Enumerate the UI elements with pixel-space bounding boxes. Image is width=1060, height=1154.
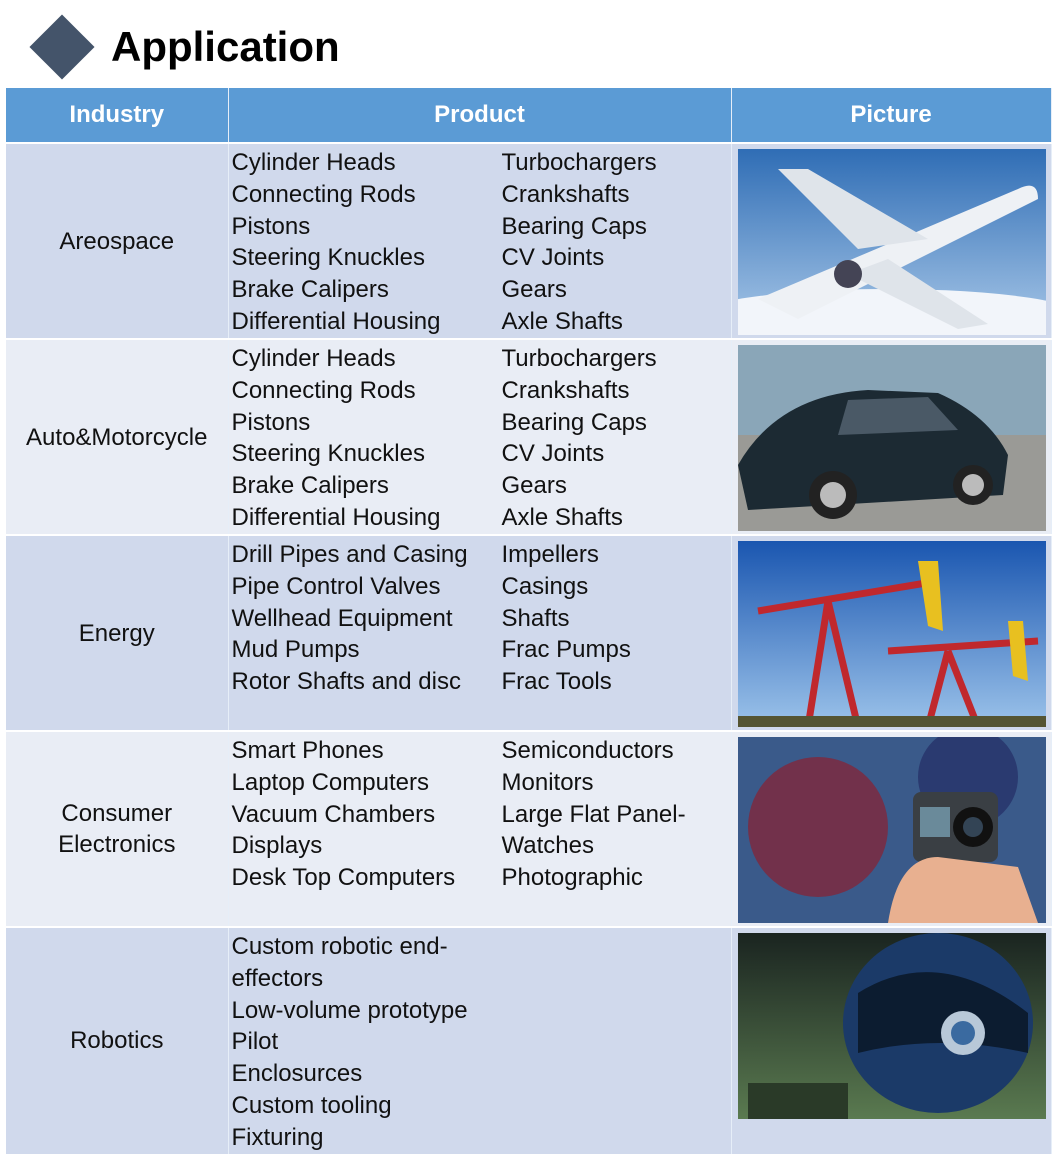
product-item: Pipe Control Valves xyxy=(231,572,441,600)
product-cell: Cylinder Heads Connecting Rods Pistons Stee… xyxy=(228,338,732,535)
product-item: CV Joints xyxy=(501,244,605,272)
product-list-left: Smart Phones Laptop Computers Vacuum Chamb… xyxy=(232,735,502,894)
product-item: Monitors xyxy=(501,768,594,796)
header-picture: Picture xyxy=(731,88,1052,143)
product-cell: Cylinder Heads Connecting Rods Pistons Stee… xyxy=(228,142,732,339)
robot-helmet-photo xyxy=(737,933,1046,1119)
picture-cell xyxy=(731,534,1052,731)
page-title: Application xyxy=(111,23,340,70)
header-industry: Industry xyxy=(6,88,229,143)
product-cell: Custom robotic end-effectors Low-volume p… xyxy=(228,926,732,1154)
product-item: Turbochargers xyxy=(501,345,657,372)
product-item: Crankshafts xyxy=(501,376,630,404)
product-item: Watches xyxy=(501,832,594,860)
product-item: Shafts xyxy=(501,604,570,632)
industry-cell: Energy xyxy=(6,534,229,731)
industry-cell: Consumer Electronics xyxy=(6,730,229,927)
product-item: Drill Pipes and Casing xyxy=(231,541,468,568)
product-item: Enclosurces xyxy=(231,1060,363,1088)
product-cell: Smart Phones Laptop Computers Vacuum Chamb… xyxy=(228,730,732,927)
product-item: Low-volume prototype xyxy=(231,996,468,1024)
product-list-left: Cylinder Heads Connecting Rods Pistons Stee… xyxy=(232,343,502,534)
product-item: Laptop Computers xyxy=(231,768,429,796)
product-item: Fixturing xyxy=(231,1123,324,1151)
product-list-left: Cylinder Heads Connecting Rods Pistons Stee… xyxy=(232,147,502,338)
table-row: Robotics Custom robotic end-effectors Low… xyxy=(6,926,1052,1154)
product-item: Semiconductors xyxy=(501,737,674,764)
product-item: Differential Housing xyxy=(231,503,441,531)
picture-cell xyxy=(731,730,1052,927)
product-item: Frac Pumps xyxy=(501,636,631,664)
product-item: Turbochargers xyxy=(501,149,657,176)
product-item: CV Joints xyxy=(501,440,605,468)
picture-cell xyxy=(731,338,1052,535)
product-item: Vacuum Chambers xyxy=(231,800,436,828)
page-header: Application xyxy=(29,14,340,80)
table-row: Areospace Cylinder Heads Connecting Rods P… xyxy=(6,142,1052,339)
product-item: Connecting Rods xyxy=(231,180,416,208)
product-list-right: Impellers Casings Shafts Frac Pumps Frac Too… xyxy=(502,539,631,698)
product-cell: Drill Pipes and Casing Pipe Control Valve… xyxy=(228,534,732,731)
industry-cell: Robotics xyxy=(6,926,229,1154)
product-item: Rotor Shafts and disc xyxy=(231,668,461,696)
product-item: Crankshafts xyxy=(501,180,630,208)
oil-pump-photo xyxy=(737,541,1046,727)
product-item: Bearing Caps xyxy=(501,212,647,240)
header-product: Product xyxy=(228,88,732,143)
table-row: Consumer Electronics Smart Phones Laptop … xyxy=(6,730,1052,927)
product-list-right: Turbochargers Crankshafts Bearing Caps CV J… xyxy=(502,147,657,338)
product-item: Bearing Caps xyxy=(501,408,647,436)
product-item: Wellhead Equipment xyxy=(231,604,453,632)
product-list-right: Turbochargers Crankshafts Bearing Caps CV J… xyxy=(502,343,657,534)
action-camera-photo xyxy=(737,737,1046,923)
diamond-icon xyxy=(29,14,95,80)
product-item: Brake Calipers xyxy=(231,276,389,304)
product-item: Cylinder Heads xyxy=(231,345,396,372)
product-list-right: Semiconductors Monitors Large Flat Panel- W… xyxy=(502,735,686,894)
product-item: Frac Tools xyxy=(501,668,612,696)
product-item: Cylinder Heads xyxy=(231,149,396,176)
product-item: Casings xyxy=(501,572,589,600)
product-item: Smart Phones xyxy=(231,737,384,764)
product-item: Pistons xyxy=(231,408,311,436)
product-item: Connecting Rods xyxy=(231,376,416,404)
product-item: Photographic xyxy=(501,864,643,892)
product-item: Brake Calipers xyxy=(231,472,389,500)
product-item: Axle Shafts xyxy=(501,307,623,335)
product-item: Steering Knuckles xyxy=(231,244,425,272)
product-list-left: Custom robotic end-effectors Low-volume p… xyxy=(232,931,502,1154)
product-item: Axle Shafts xyxy=(501,503,623,531)
industry-cell: Auto&Motorcycle xyxy=(6,338,229,535)
picture-cell xyxy=(731,926,1052,1154)
product-item: Pistons xyxy=(231,212,311,240)
product-item: Custom robotic end-effectors xyxy=(231,933,448,992)
application-table: Industry Product Picture Areospace Cylin… xyxy=(6,88,1052,1154)
product-item: Mud Pumps xyxy=(231,636,360,664)
product-item: Gears xyxy=(501,472,567,500)
product-item: Displays xyxy=(231,832,323,860)
table-row: Energy Drill Pipes and Casing Pipe Contro… xyxy=(6,534,1052,731)
product-item: Impellers xyxy=(501,541,599,568)
airplane-photo xyxy=(737,149,1046,335)
table-row: Auto&Motorcycle Cylinder Heads Connecting… xyxy=(6,338,1052,535)
car-photo xyxy=(737,345,1046,531)
product-item: Large Flat Panel- xyxy=(501,800,686,828)
product-item: Custom tooling xyxy=(231,1091,392,1119)
product-item: Pilot xyxy=(231,1028,279,1056)
industry-cell: Areospace xyxy=(6,142,229,339)
product-item: Gears xyxy=(501,276,567,304)
picture-cell xyxy=(731,142,1052,339)
product-item: Steering Knuckles xyxy=(231,440,425,468)
product-item: Desk Top Computers xyxy=(231,864,456,892)
product-list-left: Drill Pipes and Casing Pipe Control Valve… xyxy=(232,539,502,698)
product-item: Differential Housing xyxy=(231,307,441,335)
